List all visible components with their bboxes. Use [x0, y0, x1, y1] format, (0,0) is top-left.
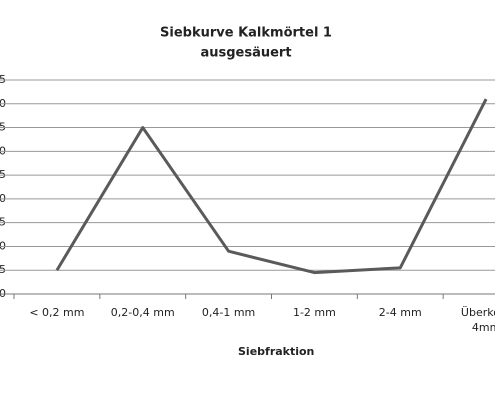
x-tick-label: 2-4 mm [378, 306, 422, 319]
x-tick-label: 0,2-0,4 mm [110, 306, 175, 319]
chart-title: Siebkurve Kalkmörtel 1 [160, 26, 332, 41]
x-tick-label: 0,4-1 mm [201, 306, 256, 319]
data-line [55, 98, 488, 275]
x-tick-label: Überkorn 4mm [460, 306, 495, 334]
chart-subtitle: ausgesäuert [200, 46, 291, 61]
x-tick-label: 1-2 mm [292, 306, 336, 319]
x-axis-title: Siebfraktion [238, 345, 315, 358]
x-tick-label: < 0,2 mm [29, 306, 85, 319]
